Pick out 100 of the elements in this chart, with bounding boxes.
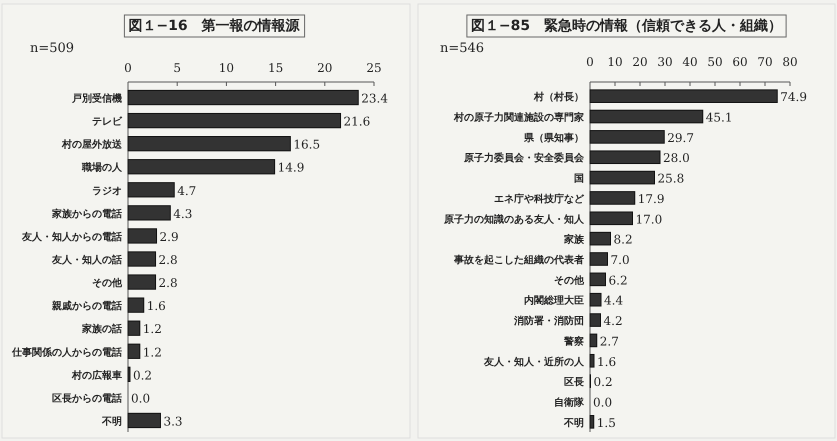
y-tick-label: テレビ — [92, 116, 123, 128]
bar — [128, 251, 156, 267]
bar — [590, 272, 606, 286]
data-label: 1.6 — [146, 299, 166, 314]
bar — [128, 112, 342, 128]
data-label: 1.6 — [597, 354, 616, 369]
x-tick-label: 10 — [218, 61, 234, 75]
y-tick-label: その他 — [554, 274, 585, 286]
bar — [128, 297, 144, 313]
y-tick-label: 友人・知人・近所の人 — [483, 356, 585, 368]
data-label: 2.8 — [158, 276, 178, 290]
y-tick-label: 友人・知人からの電話 — [21, 230, 122, 243]
data-label: 17.9 — [638, 192, 664, 206]
y-tick-label: その他 — [92, 277, 123, 290]
data-label: 28.0 — [663, 151, 690, 166]
y-tick-label: 親戚からの電話 — [51, 300, 122, 312]
x-tick-label: 20 — [317, 61, 332, 75]
y-tick-label: 事故を起こした組織の代表者 — [453, 254, 584, 266]
data-label: 0.2 — [594, 375, 613, 390]
y-tick-label: 消防署・消防団 — [513, 315, 584, 328]
y-tick-label: 村（村長） — [533, 91, 584, 104]
bar — [590, 191, 636, 205]
bar — [128, 274, 156, 290]
y-tick-label: 県（県知事） — [523, 132, 584, 144]
data-label: 0.0 — [593, 395, 612, 410]
data-label: 16.5 — [293, 138, 320, 152]
x-tick-label: 5 — [173, 61, 182, 75]
data-label: 1.2 — [142, 345, 162, 360]
bar — [128, 205, 171, 221]
x-tick-label: 20 — [632, 55, 648, 69]
y-tick-label: 家族からの電話 — [51, 208, 122, 220]
data-label: 8.2 — [614, 232, 633, 247]
x-tick-label: 70 — [757, 55, 773, 69]
y-tick-label: 村の広報車 — [71, 369, 122, 382]
x-tick-label: 50 — [707, 55, 723, 69]
bar — [590, 334, 598, 348]
bar — [590, 130, 665, 144]
data-label: 29.7 — [667, 130, 694, 145]
y-tick-label: 友人・知人の話 — [51, 254, 122, 266]
y-tick-label: エネ庁や科技庁など — [494, 192, 585, 205]
data-label: 4.4 — [604, 294, 624, 308]
y-tick-label: 戸別受信機 — [71, 92, 122, 105]
bar — [590, 292, 602, 307]
bar — [590, 252, 608, 266]
y-tick-label: 国 — [574, 174, 584, 185]
x-tick-label: 0 — [124, 61, 132, 75]
y-tick-label: ラジオ — [92, 186, 122, 197]
data-label: 21.6 — [344, 114, 370, 129]
bar — [128, 159, 276, 174]
bar — [128, 344, 140, 359]
bar — [590, 110, 704, 124]
data-label: 25.8 — [658, 172, 684, 186]
chart-subtitle: n=509 — [30, 41, 74, 56]
bar — [590, 232, 611, 246]
y-tick-label: 仕事関係の人からの電話 — [11, 346, 122, 358]
bar — [590, 354, 594, 368]
x-tick-label: 80 — [782, 55, 798, 69]
data-label: 4.7 — [177, 184, 196, 198]
x-tick-label: 30 — [657, 55, 673, 69]
bar — [590, 89, 778, 103]
data-label: 74.9 — [780, 90, 807, 104]
y-tick-label: 職場の人 — [81, 162, 123, 174]
x-tick-label: 40 — [682, 55, 698, 69]
x-tick-label: 0 — [586, 55, 594, 69]
data-label: 1.2 — [142, 322, 162, 336]
y-tick-label: 警察 — [563, 335, 584, 348]
bar — [590, 313, 601, 327]
y-tick-label: 自衛隊 — [554, 396, 585, 408]
bar — [590, 211, 633, 226]
y-tick-label: 家族の話 — [81, 323, 122, 336]
bar — [590, 170, 655, 184]
data-label: 0.2 — [132, 368, 152, 382]
data-label: 17.0 — [636, 212, 662, 226]
bar — [128, 182, 175, 198]
data-label: 6.2 — [608, 273, 628, 288]
data-label: 2.7 — [600, 334, 619, 348]
y-tick-label: 村の屋外放送 — [61, 138, 123, 151]
x-tick-label: 25 — [366, 61, 382, 75]
bar — [590, 415, 594, 429]
bar — [128, 320, 140, 336]
y-tick-label: 村の原子力関連施設の専門家 — [453, 112, 584, 124]
bar — [590, 150, 660, 164]
data-label: 45.1 — [706, 110, 732, 125]
data-label: 23.4 — [361, 92, 388, 106]
data-label: 1.5 — [596, 416, 616, 430]
data-label: 2.8 — [158, 253, 178, 267]
data-label: 4.3 — [173, 206, 192, 221]
text: n=546 — [440, 41, 484, 56]
data-label: 14.9 — [278, 160, 304, 175]
bar — [128, 228, 158, 244]
bar — [128, 136, 291, 152]
data-label: 3.3 — [163, 414, 183, 428]
y-tick-label: 不明 — [563, 416, 584, 429]
y-tick-label: 不明 — [101, 415, 122, 428]
y-tick-label: 内閣総理大臣 — [524, 294, 584, 307]
chart-title: 図１−16 第一報の情報源 — [128, 18, 301, 34]
chart-title: 図１−85 緊急時の情報（信頼できる人・組織） — [470, 18, 782, 34]
x-tick-label: 15 — [268, 61, 284, 75]
y-tick-label: 区長 — [564, 376, 584, 388]
data-label: 4.2 — [604, 314, 623, 328]
